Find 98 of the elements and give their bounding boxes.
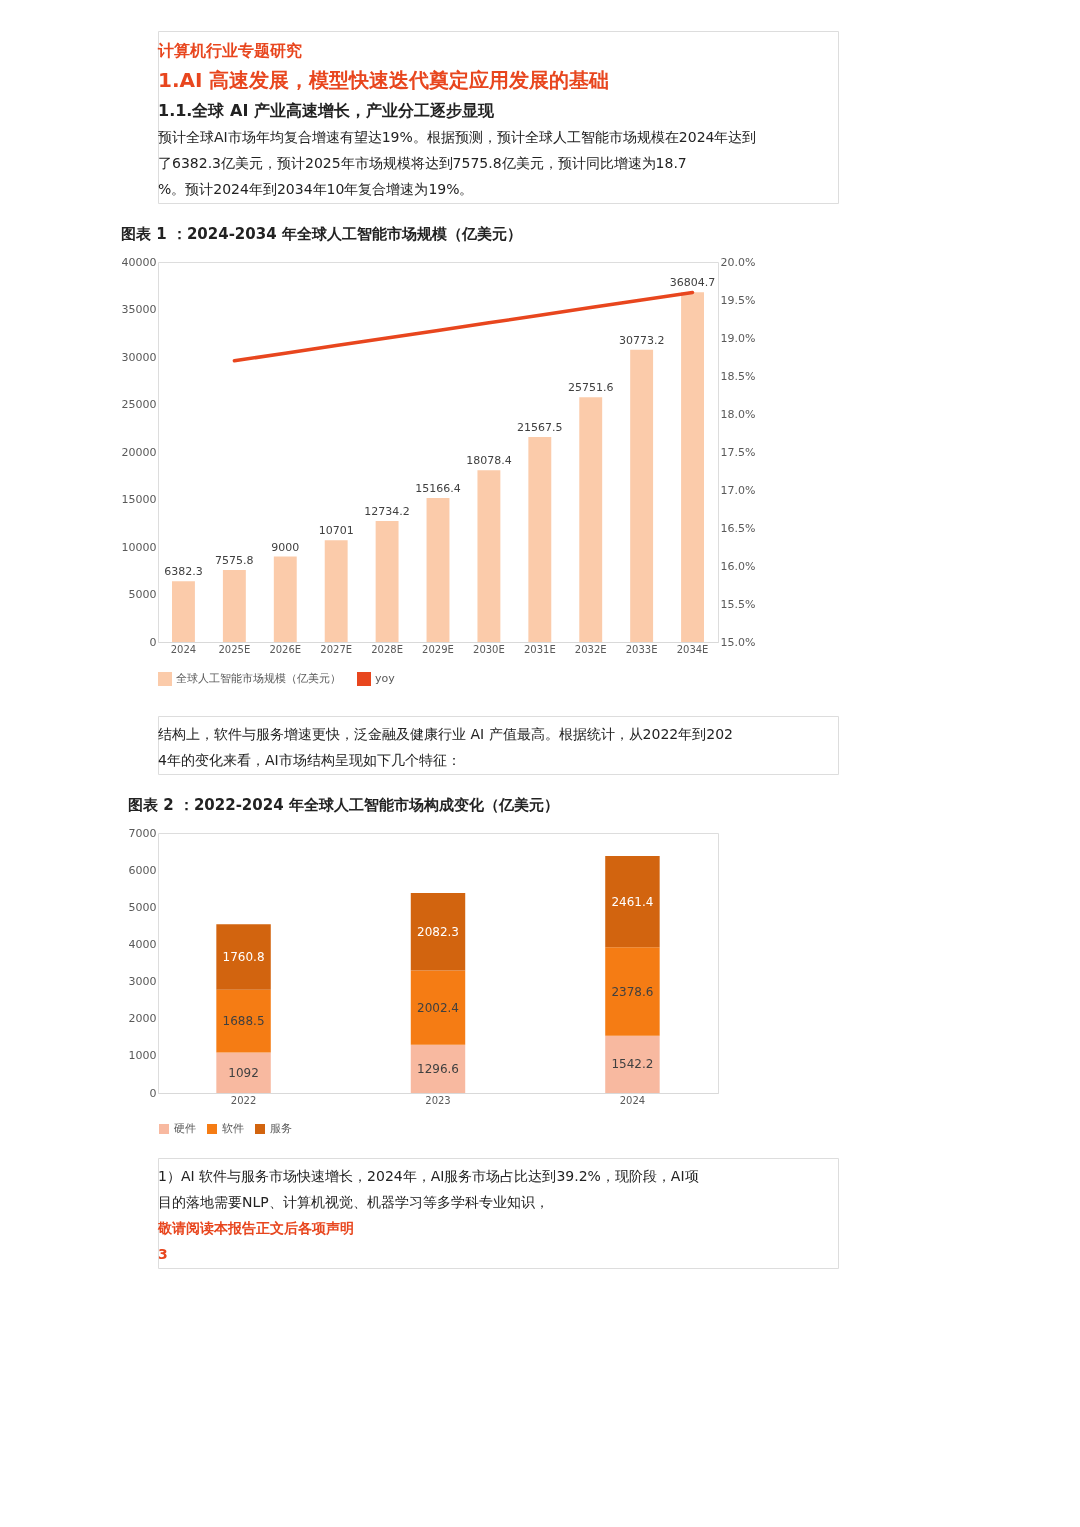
bar [410, 893, 466, 971]
bar [410, 970, 466, 1045]
text: 预计全球AI市场年均复合增速有望达19%。根据预测，预计全球人工智能市场规模在2024年达到了6382.3亿美元，预计2025年市场规模将达到7575.8亿美元，预计同比增速为18.7%。预计2024年到2034年10年复合增速为19%。 [158, 129, 757, 197]
y-tick-label: 7000 [128, 826, 157, 840]
x-tick-label: 2026E [269, 643, 302, 655]
data-label: 2378.6 [611, 984, 654, 999]
y2-tick-label: 15.5% [720, 597, 756, 611]
y2-tick-label: 18.5% [720, 369, 756, 383]
bar [410, 1044, 466, 1093]
x-tick-label: 2029E [422, 643, 454, 655]
legend-label: 硬件 [174, 1122, 196, 1135]
data-label: 21567.5 [517, 421, 563, 435]
y2-tick-label: 19.0% [720, 331, 756, 345]
y-tick-label: 5000 [128, 588, 157, 601]
data-label: 1542.2 [611, 1057, 654, 1072]
text: 结构上，软件与服务增速更快，泛金融及健康行业 AI 产值最高。根据统计，从2022年到2024年的变化来看，AI市场结构呈现如下几个特征： [158, 726, 733, 768]
text: 3 [158, 1246, 168, 1262]
data-label: 2002.4 [417, 1000, 459, 1015]
y2-tick-label: 19.5% [720, 293, 756, 307]
text: 计算机行业专题研究 [157, 41, 302, 60]
y-tick-label: 2000 [128, 1012, 157, 1026]
bar [375, 521, 399, 642]
legend-label: 软件 [222, 1122, 244, 1135]
bar [273, 556, 297, 642]
x-tick-label: 2023 [425, 1094, 451, 1106]
data-label: 9000 [271, 540, 300, 554]
y-tick-label: 1000 [128, 1049, 157, 1063]
x-tick-label: 2030E [473, 643, 505, 655]
y-tick-label: 0 [149, 635, 157, 649]
y2-tick-label: 20.0% [720, 255, 756, 269]
bar [324, 540, 348, 642]
y-tick-label: 40000 [121, 255, 157, 269]
bar [426, 497, 450, 642]
y-tick-label: 6000 [128, 863, 157, 877]
data-label: 10701 [318, 524, 354, 538]
bar [216, 989, 271, 1053]
x-tick-label: 2034E [676, 643, 709, 655]
bar [579, 397, 603, 642]
data-label: 6382.3 [164, 565, 203, 579]
data-label: 1296.6 [417, 1061, 459, 1076]
x-tick-label: 2032E [574, 643, 607, 655]
bar [528, 437, 552, 642]
text: 1）AI 软件与服务市场快速增长，2024年，AI服务市场占比达到39.2%，现阶段，AI项目的落地需要NLP、计算机视觉、机器学习等多学科专业知识， [158, 1168, 699, 1210]
data-label: 30773.2 [618, 333, 665, 347]
y2-tick-label: 18.0% [720, 407, 756, 421]
y-tick-label: 5000 [128, 900, 157, 914]
x-tick-label: 2022 [230, 1094, 257, 1106]
x-tick-label: 2027E [320, 643, 353, 655]
data-label: 15166.4 [415, 481, 461, 495]
chart-title: 图表 2 ：2022-2024 年全球人工智能市场构成变化（亿美元） [128, 796, 559, 814]
y2-tick-label: 16.5% [720, 521, 756, 535]
bar [681, 292, 704, 642]
y2-tick-label: 17.0% [720, 483, 756, 497]
y-tick-label: 4000 [128, 937, 157, 951]
y-tick-label: 20000 [121, 445, 157, 459]
data-label: 1092 [228, 1065, 259, 1080]
text: 1.1.全球 AI 产业高速增长，产业分工逐步显现 [158, 101, 495, 120]
bar [216, 924, 271, 990]
y2-tick-label: 16.0% [720, 559, 756, 573]
data-label: 1688.5 [222, 1014, 265, 1029]
bar [630, 349, 654, 642]
y-tick-label: 30000 [121, 350, 157, 364]
bar [605, 855, 660, 948]
y-tick-label: 10000 [121, 540, 157, 554]
bar [477, 470, 501, 642]
bar [172, 581, 195, 642]
data-label: 7575.8 [215, 554, 254, 568]
y2-tick-label: 15.0% [720, 635, 756, 649]
data-label: 2082.3 [417, 924, 459, 939]
x-tick-label: 2031E [523, 643, 556, 655]
bar [216, 1052, 271, 1093]
data-label: 18078.4 [466, 454, 512, 468]
data-label: 2461.4 [611, 894, 654, 909]
x-tick-label: 2024 [170, 643, 197, 655]
data-label: 36804.7 [669, 276, 716, 290]
data-label: 25751.6 [567, 381, 614, 395]
x-tick-label: 2024 [619, 1094, 646, 1106]
chart-title: 图表 1 ：2024-2034 年全球人工智能市场规模（亿美元） [121, 225, 522, 243]
data-label: 1760.8 [222, 950, 265, 965]
text: 1.AI 高速发展，模型快速迭代奠定应用发展的基础 [158, 68, 610, 92]
legend-label: yoy [375, 672, 396, 685]
x-tick-label: 2025E [218, 643, 251, 655]
x-tick-label: 2033E [625, 643, 658, 655]
legend-label: 全球人工智能市场规模（亿美元） [176, 672, 341, 685]
y2-tick-label: 17.5% [720, 445, 756, 459]
legend-label: 服务 [270, 1122, 292, 1135]
y-tick-label: 3000 [128, 975, 157, 989]
bar [605, 947, 660, 1036]
y-tick-label: 35000 [121, 303, 157, 316]
bar [605, 1035, 660, 1093]
text: 敬请阅读本报告正文后各项声明 [157, 1220, 354, 1236]
x-tick-label: 2028E [371, 643, 403, 655]
data-label: 12734.2 [364, 505, 410, 519]
y-tick-label: 15000 [121, 493, 157, 506]
y-tick-label: 25000 [121, 398, 157, 411]
bar [222, 570, 246, 642]
y-tick-label: 0 [149, 1086, 157, 1100]
line-series [232, 290, 695, 363]
